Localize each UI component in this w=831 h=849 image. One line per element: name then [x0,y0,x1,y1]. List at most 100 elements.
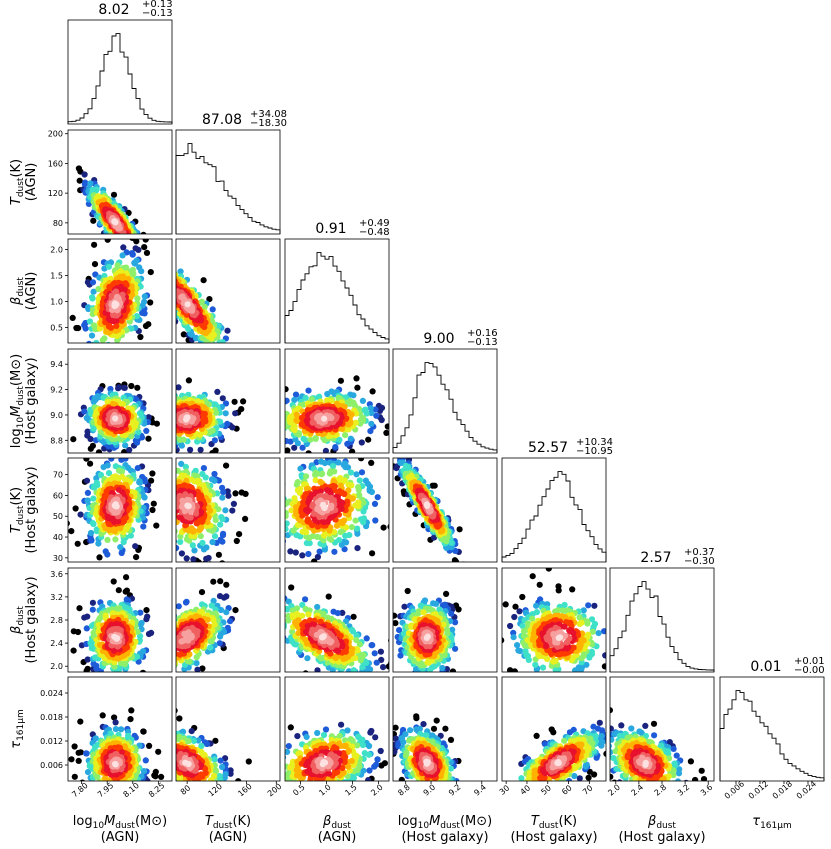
panel-frame [67,348,173,454]
scatter-point [84,665,91,672]
scatter-point [164,270,170,276]
scatter-point [278,509,284,515]
scatter-point [142,239,149,243]
scatter-point [142,457,148,463]
scatter-point [184,301,191,308]
scatter-point [168,505,174,511]
scatter-point [233,537,240,545]
scatter-point [143,259,149,265]
scatter-point [84,656,91,663]
scatter-point [137,621,144,628]
scatter-point [273,512,279,518]
scatter-point [156,430,162,436]
scatter-point [247,442,253,448]
scatter-point [307,436,314,443]
scatter-point [303,533,310,540]
histogram-step [392,362,498,453]
scatter-point [115,587,122,594]
scatter-point [159,462,165,468]
scatter-point [96,554,103,561]
scatter-point [218,514,225,521]
scatter-point [256,498,262,504]
scatter-point [153,261,159,267]
scatter-point [260,497,266,503]
scatter-point [131,667,137,673]
scatter-point [240,398,247,405]
scatter-point [160,624,166,630]
scatter-point [347,435,354,442]
scatter-point [168,281,174,287]
scatter-point [245,417,251,423]
scatter-point [167,503,173,509]
scatter-point [154,436,160,442]
scatter-point [160,654,166,660]
scatter-point [89,295,96,302]
scatter-point [222,410,229,417]
scatter-point [451,557,458,562]
scatter-point [287,548,294,555]
scatter-point [292,549,299,556]
scatter-point [158,644,164,650]
scatter-point [332,444,339,451]
scatter-point [161,287,167,293]
scatter-point [147,261,153,267]
scatter-point [157,508,163,514]
scatter-point [354,525,361,532]
scatter-point [164,476,170,482]
scatter-point [156,677,162,683]
scatter-point [151,659,157,665]
scatter-point [278,518,284,524]
scatter-point [110,191,118,198]
scatter-point [164,256,170,262]
scatter-point [291,423,298,430]
panel-frame [67,457,173,563]
title-plus: +0.49 [359,218,390,229]
scatter-point [136,688,142,694]
scatter-point [149,506,156,514]
scatter-point [278,510,284,516]
title-plus: +0.37 [684,547,715,558]
scatter-point [161,267,167,273]
scatter-point [220,530,227,537]
scatter-point [232,410,239,417]
scatter-point [148,671,154,677]
scatter-point [126,350,132,356]
scatter-point [165,500,171,506]
scatter-point [344,579,350,585]
scatter-point [150,644,156,650]
scatter-point [168,491,174,497]
scatter-point [355,492,362,499]
scatter-point [165,393,171,399]
scatter-point [168,480,174,486]
scatter-point [129,251,136,258]
scatter-point [162,430,168,436]
scatter-point [168,459,174,465]
scatter-point [90,288,97,295]
scatter-point [176,423,177,426]
scatter-point [168,679,174,685]
scatter-point [84,489,91,496]
scatter-point [216,640,223,647]
scatter-point [352,502,359,509]
scatter-point [113,301,120,308]
scatter-point [149,470,156,477]
scatter-point [136,264,143,271]
scatter-point [276,537,282,543]
scatter-point [143,616,150,623]
scatter-point [92,354,98,360]
scatter-point [164,555,170,561]
scatter-point [164,488,170,494]
scatter-point [223,462,230,469]
scatter-point [165,488,171,494]
panel-frame [284,348,390,454]
scatter-point [157,486,163,492]
scatter-point [170,483,176,489]
scatter-point [89,606,96,613]
scatter-point [161,255,167,261]
scatter-point [101,335,108,342]
scatter-point [93,339,100,343]
scatter-point [165,274,171,280]
scatter-point [149,275,155,281]
scatter-point [84,497,91,504]
scatter-point [122,685,128,691]
